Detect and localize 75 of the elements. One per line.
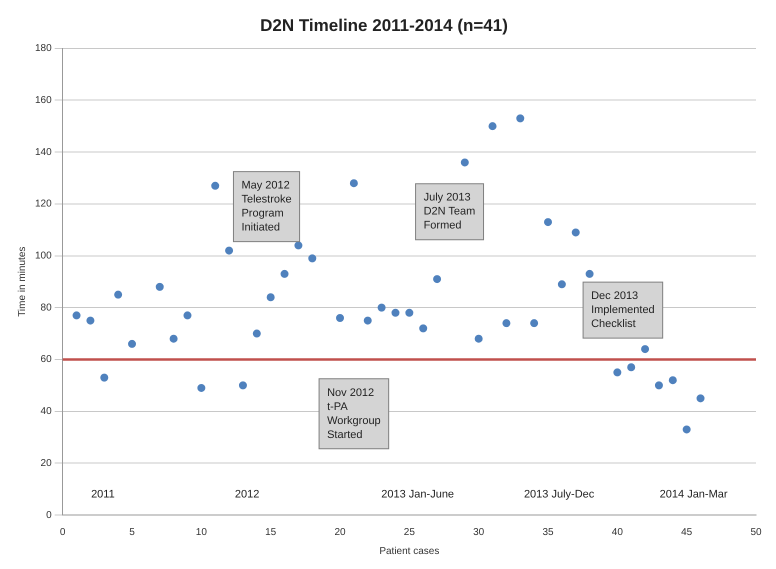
point (516, 114, 524, 122)
x-tick-label: 10 (196, 526, 208, 538)
annotation: 2014 Jan-Mar (660, 488, 728, 500)
annotation: July 2013 D2N Team Formed (424, 192, 476, 232)
point (668, 376, 677, 384)
point (474, 334, 483, 343)
point (197, 384, 206, 392)
point (114, 290, 122, 299)
point (350, 179, 358, 188)
x-tick-label: 30 (473, 526, 485, 538)
point (238, 381, 247, 390)
point (405, 308, 414, 317)
x-tick-label: 20 (334, 526, 346, 538)
point (378, 304, 386, 312)
point (558, 280, 566, 288)
point (170, 334, 178, 343)
x-tick-label: 50 (750, 526, 762, 538)
point (156, 282, 164, 291)
chart-title: D2N Timeline 2011-2014 (n=41) (260, 16, 508, 35)
y-tick-label: 180 (34, 43, 52, 54)
point (572, 228, 580, 236)
point (336, 314, 344, 322)
annotation: 2012 (234, 488, 260, 500)
annotation: Nov 2012 t-PA Workgroup Started (327, 386, 381, 441)
point (433, 275, 442, 284)
x-tick-label: 15 (265, 526, 277, 538)
point (682, 425, 691, 434)
point (100, 374, 108, 382)
y-tick-label: 160 (34, 94, 52, 106)
point (86, 316, 94, 325)
annotation: 2013 Jan-June (381, 488, 454, 500)
annotation: 2011 (91, 488, 115, 500)
annotation: May 2012 Telestroke Program Initiated (241, 180, 292, 234)
point (419, 324, 428, 332)
point (613, 368, 622, 376)
point (266, 293, 275, 302)
point (308, 254, 316, 262)
y-tick-label: 60 (40, 354, 52, 366)
point (280, 270, 289, 278)
x-tick-label: 5 (129, 526, 136, 538)
annotation: 2013 July-Dec (524, 488, 595, 500)
y-tick-label: 120 (34, 198, 52, 210)
point (627, 363, 636, 372)
point (530, 319, 538, 328)
y-tick-label: 0 (46, 510, 52, 521)
x-tick-label: 25 (404, 526, 416, 538)
y-tick-label: 100 (34, 250, 52, 262)
point (544, 218, 552, 226)
point (364, 316, 372, 325)
annotation: Dec 2013 Implemented Checklist (591, 290, 655, 330)
point (502, 319, 510, 328)
y-axis-title: Time in minutes (16, 246, 28, 317)
point (696, 394, 705, 402)
point (391, 308, 400, 317)
y-tick-label: 20 (40, 458, 52, 469)
point (211, 182, 220, 190)
x-tick-label: 45 (681, 526, 693, 538)
x-tick-label: 40 (612, 526, 624, 538)
point (225, 246, 234, 255)
point (252, 330, 261, 338)
x-tick-label: 35 (542, 526, 554, 538)
point (128, 340, 136, 348)
point (460, 158, 469, 166)
point (586, 270, 594, 278)
y-tick-label: 140 (34, 146, 52, 158)
y-tick-label: 40 (40, 406, 52, 418)
point (488, 122, 497, 130)
x-tick-label: 0 (60, 526, 66, 538)
point (72, 311, 81, 320)
point (294, 241, 302, 250)
y-tick-label: 80 (40, 302, 52, 314)
point (641, 345, 650, 354)
point (183, 311, 192, 320)
point (654, 381, 663, 390)
x-axis-title: Patient cases (379, 546, 440, 557)
